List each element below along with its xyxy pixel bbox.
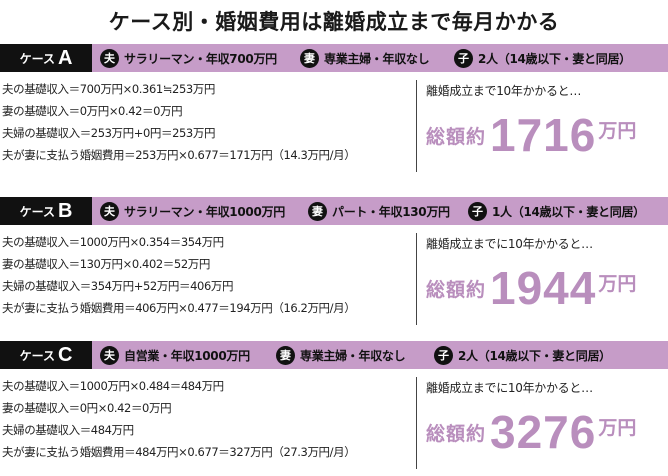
case-badge-letter: A (57, 46, 73, 69)
total-caption: 離婚成立までに10年かかると… (426, 237, 593, 251)
children-info: 子 2人（14歳以下・妻と同居） (454, 48, 631, 68)
wife-mark-icon: 妻 (308, 201, 327, 221)
total-value: 1944 (490, 262, 597, 314)
wife-description: 専業主婦・年収なし (324, 51, 430, 66)
case-c-total: 離婚成立までに10年かかると… 総額約 3276 万円 (426, 375, 666, 471)
case-c-header: ケース C 夫 自営業・年収1000万円 妻 専業主婦・年収なし 子 2人（14… (0, 341, 668, 369)
case-a-header: ケース A 夫 サラリーマン・年収700万円 妻 専業主婦・年収なし 子 2人（… (0, 44, 668, 72)
husband-description: サラリーマン・年収700万円 (124, 51, 277, 66)
case-b-section: ケース B 夫 サラリーマン・年収1000万円 妻 パート・年収130万円 子 … (0, 197, 668, 332)
case-b-calculations: 夫の基礎収入＝1000万円×0.354＝354万円 妻の基礎収入＝130万円×0… (2, 231, 410, 319)
husband-mark-icon: 夫 (100, 48, 119, 68)
case-c-calculations: 夫の基礎収入＝1000万円×0.484＝484万円 妻の基礎収入＝0円×0.42… (2, 375, 410, 463)
total-unit: 万円 (598, 416, 637, 439)
total-label: 総額約 (426, 422, 487, 445)
total-label: 総額約 (426, 125, 487, 148)
husband-description: 自営業・年収1000万円 (124, 348, 250, 363)
calc-line: 夫が妻に支払う婚姻費用＝484万円×0.677＝327万円（27.3万円/月） (2, 445, 356, 459)
case-badge-word: ケース (19, 348, 55, 363)
husband-info: 夫 自営業・年収1000万円 (100, 345, 250, 365)
wife-mark-icon: 妻 (276, 345, 295, 365)
wife-info: 妻 専業主婦・年収なし (300, 48, 430, 68)
case-a-section: ケース A 夫 サラリーマン・年収700万円 妻 専業主婦・年収なし 子 2人（… (0, 44, 668, 179)
wife-info: 妻 専業主婦・年収なし (276, 345, 406, 365)
children-description: 2人（14歳以下・妻と同居） (478, 51, 631, 66)
wife-description: パート・年収130万円 (332, 204, 450, 219)
husband-description: サラリーマン・年収1000万円 (124, 204, 285, 219)
calc-line: 夫の基礎収入＝1000万円×0.354＝354万円 (2, 235, 224, 249)
case-badge-letter: B (57, 199, 73, 222)
case-badge-letter: C (57, 343, 73, 366)
page-title: ケース別・婚姻費用は離婚成立まで毎月かかる (108, 10, 560, 34)
total-unit: 万円 (598, 272, 637, 295)
total-label: 総額約 (426, 278, 487, 301)
total-caption: 離婚成立までに10年かかると… (426, 381, 593, 395)
wife-mark-icon: 妻 (300, 48, 319, 68)
calc-line: 夫の基礎収入＝1000万円×0.484＝484万円 (2, 379, 224, 393)
wife-info: 妻 パート・年収130万円 (308, 201, 450, 221)
children-info: 子 2人（14歳以下・妻と同居） (434, 345, 611, 365)
children-mark-icon: 子 (454, 48, 473, 68)
case-c-section: ケース C 夫 自営業・年収1000万円 妻 専業主婦・年収なし 子 2人（14… (0, 341, 668, 476)
children-description: 1人（14歳以下・妻と同居） (492, 204, 645, 219)
total-value: 3276 (490, 406, 597, 458)
case-a-badge: ケース A (0, 44, 92, 72)
total-amount: 総額約 1716 万円 (426, 100, 636, 170)
vertical-divider (416, 233, 417, 325)
husband-info: 夫 サラリーマン・年収700万円 (100, 48, 277, 68)
case-a-total: 離婚成立まで10年かかると… 総額約 1716 万円 (426, 78, 666, 174)
case-a-calculations: 夫の基礎収入＝700万円×0.361≒253万円 妻の基礎収入＝0万円×0.42… (2, 78, 410, 166)
children-info: 子 1人（14歳以下・妻と同居） (468, 201, 645, 221)
calc-line: 夫が妻に支払う婚姻費用＝253万円×0.677＝171万円（14.3万円/月） (2, 148, 356, 162)
vertical-divider (416, 80, 417, 172)
case-badge-word: ケース (19, 204, 55, 219)
husband-info: 夫 サラリーマン・年収1000万円 (100, 201, 285, 221)
husband-mark-icon: 夫 (100, 345, 119, 365)
total-caption: 離婚成立まで10年かかると… (426, 84, 582, 98)
case-b-total: 離婚成立までに10年かかると… 総額約 1944 万円 (426, 231, 666, 327)
children-mark-icon: 子 (468, 201, 487, 221)
total-value: 1716 (490, 109, 597, 161)
total-amount: 総額約 1944 万円 (426, 253, 636, 323)
case-b-header: ケース B 夫 サラリーマン・年収1000万円 妻 パート・年収130万円 子 … (0, 197, 668, 225)
calc-line: 妻の基礎収入＝0万円×0.42＝0万円 (2, 104, 183, 118)
husband-mark-icon: 夫 (100, 201, 119, 221)
total-amount: 総額約 3276 万円 (426, 397, 636, 467)
calc-line: 夫の基礎収入＝700万円×0.361≒253万円 (2, 82, 216, 96)
calc-line: 妻の基礎収入＝130万円×0.402＝52万円 (2, 257, 210, 271)
wife-description: 専業主婦・年収なし (300, 348, 406, 363)
calc-line: 夫婦の基礎収入＝354万円+52万円＝406万円 (2, 279, 234, 293)
total-unit: 万円 (598, 119, 637, 142)
vertical-divider (416, 377, 417, 469)
children-mark-icon: 子 (434, 345, 453, 365)
calc-line: 夫が妻に支払う婚姻費用＝406万円×0.477＝194万円（16.2万円/月） (2, 301, 356, 315)
calc-line: 妻の基礎収入＝0円×0.42＝0万円 (2, 401, 172, 415)
case-b-badge: ケース B (0, 197, 92, 225)
case-badge-word: ケース (19, 51, 55, 66)
calc-line: 夫婦の基礎収入＝253万円+0円＝253万円 (2, 126, 216, 140)
children-description: 2人（14歳以下・妻と同居） (458, 348, 611, 363)
calc-line: 夫婦の基礎収入＝484万円 (2, 423, 134, 437)
case-c-badge: ケース C (0, 341, 92, 369)
